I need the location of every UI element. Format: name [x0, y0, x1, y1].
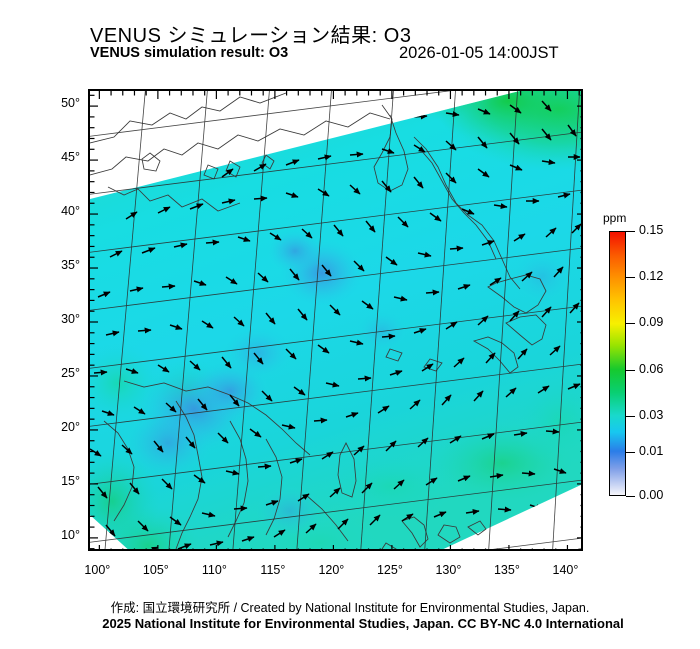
y-axis-tick-label: 45° [61, 150, 80, 165]
colorbar-tick [626, 231, 635, 232]
colorbar-unit-label: ppm [603, 211, 627, 225]
y-axis-tick-label: 35° [61, 258, 80, 273]
y-axis-tick-label: 50° [61, 96, 80, 111]
page-title-japanese: VENUS シミュレーション結果: O3 [90, 25, 412, 47]
timestamp-label: 2026-01-05 14:00JST [399, 44, 559, 62]
colorbar-tick-label: 0.01 [639, 444, 664, 458]
x-axis-tick-label: 130° [435, 563, 462, 577]
y-axis-tick-label: 40° [61, 204, 80, 219]
credit-line: 作成: 国立環境研究所 / Created by National Instit… [110, 601, 590, 615]
x-axis-tick-label: 115° [260, 563, 286, 577]
colorbar-tick-label: 0.09 [639, 315, 664, 330]
license-text: 2025 National Institute for Environmenta… [102, 616, 624, 631]
colorbar-tick-label: 0.06 [639, 361, 664, 376]
colorbar-tick [626, 323, 635, 325]
colorbar-tick [626, 415, 635, 417]
map-canvas [90, 91, 581, 549]
colorbar-tick [626, 277, 635, 279]
x-axis-tick-label: 100° [84, 563, 111, 577]
colorbar-tick-label: 0.03 [639, 407, 664, 422]
x-axis-tick-label: 125° [376, 563, 403, 577]
x-axis-tick-label: 135° [493, 563, 520, 577]
colorbar-tick-label: 0.15 [639, 223, 664, 237]
y-axis-tick-label: 25° [61, 365, 80, 380]
y-axis-tick-label: 20° [61, 419, 80, 434]
colorbar-tick [626, 496, 635, 497]
colorbar [609, 231, 626, 496]
colorbar-tick [626, 452, 635, 453]
x-axis-tick-label: 120° [318, 563, 345, 577]
y-axis-tick-label: 15° [61, 473, 80, 488]
ozone-map-svg [90, 91, 581, 549]
license-line: 2025 National Institute for Environmenta… [0, 616, 700, 631]
graticule-grid [90, 91, 581, 549]
x-axis-tick-label: 110° [201, 563, 227, 577]
x-axis-tick-label: 105° [142, 563, 169, 577]
colorbar-tick-label: 0.00 [639, 488, 664, 502]
x-axis-tick-label: 140° [552, 563, 579, 577]
y-axis-tick-label: 30° [61, 312, 80, 326]
colorbar-tick-label: 0.12 [639, 269, 664, 284]
colorbar-gradient [609, 231, 626, 496]
map-plot-area [88, 89, 583, 551]
y-axis-tick-label: 10° [61, 527, 80, 542]
colorbar-tick [626, 369, 635, 371]
page-title-english: VENUS simulation result: O3 [90, 45, 289, 61]
